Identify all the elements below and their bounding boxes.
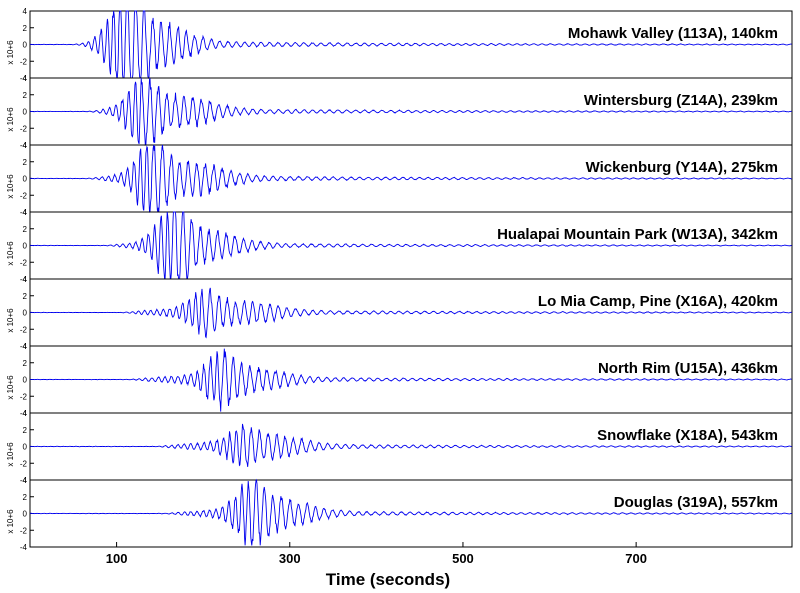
y-tick-label: 2 — [23, 493, 28, 502]
y-tick-label: -4 — [20, 141, 28, 150]
seismogram-trace — [30, 144, 792, 213]
y-tick-label: 0 — [23, 309, 28, 318]
x-tick-label: 100 — [106, 551, 128, 566]
y-tick-label: 0 — [23, 443, 28, 452]
y-unit-label: x 10+6 — [6, 308, 15, 333]
x-tick-label: 500 — [452, 551, 474, 566]
seismogram-trace — [29, 478, 792, 546]
seismogram-trace — [29, 287, 792, 339]
y-tick-label: -2 — [20, 124, 28, 133]
y-unit-label: x 10+6 — [6, 442, 15, 467]
x-tick-label: 700 — [625, 551, 647, 566]
y-unit-label: x 10+6 — [6, 375, 15, 400]
y-tick-label: 2 — [23, 292, 28, 301]
seismogram-trace — [29, 348, 792, 412]
y-tick-label: -4 — [20, 275, 28, 284]
y-tick-label: 0 — [23, 242, 28, 251]
station-label: Wintersburg (Z14A), 239km — [584, 92, 778, 109]
y-tick-label: 4 — [23, 476, 28, 485]
y-tick-label: -4 — [20, 543, 28, 552]
y-tick-label: 2 — [23, 426, 28, 435]
y-tick-label: 4 — [23, 275, 28, 284]
y-tick-label: 2 — [23, 91, 28, 100]
y-tick-label: -4 — [20, 409, 28, 418]
y-unit-label: x 10+6 — [6, 509, 15, 534]
y-tick-label: 2 — [23, 158, 28, 167]
y-tick-label: 0 — [23, 175, 28, 184]
y-tick-label: -2 — [20, 459, 28, 468]
y-tick-label: 0 — [23, 376, 28, 385]
y-tick-label: -2 — [20, 526, 28, 535]
y-tick-label: 4 — [23, 342, 28, 351]
y-tick-label: -2 — [20, 392, 28, 401]
y-tick-label: -2 — [20, 325, 28, 334]
seismogram-panel: 4 2 0 -2 -4 x 10+6 Wickenburg (Y14A), 275km — [6, 141, 793, 217]
x-axis: 100 300 500 700 — [106, 542, 647, 566]
x-tick-label: 300 — [279, 551, 301, 566]
y-tick-label: -4 — [20, 74, 28, 83]
y-tick-label: 4 — [23, 74, 28, 83]
seismogram-trace — [30, 211, 792, 280]
station-label: Wickenburg (Y14A), 275km — [586, 159, 778, 176]
station-label: Mohawk Valley (113A), 140km — [568, 25, 778, 42]
station-label: Hualapai Mountain Park (W13A), 342km — [497, 226, 778, 243]
station-label: North Rim (U15A), 436km — [598, 360, 778, 377]
y-tick-label: 4 — [23, 208, 28, 217]
y-unit-label: x 10+6 — [6, 107, 15, 132]
y-tick-label: 4 — [23, 7, 28, 16]
y-tick-label: -2 — [20, 191, 28, 200]
y-unit-label: x 10+6 — [6, 174, 15, 199]
seismogram-panel: 4 2 0 -2 -4 x 10+6 Wintersburg (Z14A), 239km — [6, 74, 793, 150]
seismogram-panel: 4 2 0 -2 -4 x 10+6 Snowflake (X18A), 543km — [6, 409, 793, 485]
y-unit-label: x 10+6 — [6, 40, 15, 65]
seismogram-panel: 4 2 0 -2 -4 x 10+6 Douglas (319A), 557km — [6, 476, 793, 552]
x-axis-label: Time (seconds) — [326, 570, 450, 589]
y-tick-label: -2 — [20, 258, 28, 267]
station-label: Douglas (319A), 557km — [614, 494, 778, 511]
station-label: Snowflake (X18A), 543km — [597, 427, 778, 444]
seismogram-panel: 4 2 0 -2 -4 x 10+6 North Rim (U15A), 436km — [6, 342, 793, 418]
y-tick-label: 2 — [23, 24, 28, 33]
y-tick-label: 4 — [23, 409, 28, 418]
seismogram-trace — [29, 77, 792, 147]
y-tick-label: 2 — [23, 225, 28, 234]
y-tick-label: 2 — [23, 359, 28, 368]
y-tick-label: 0 — [23, 41, 28, 50]
y-tick-label: 0 — [23, 108, 28, 117]
station-label: Lo Mia Camp, Pine (X16A), 420km — [538, 293, 778, 310]
y-tick-label: -4 — [20, 476, 28, 485]
y-tick-label: 4 — [23, 141, 28, 150]
y-unit-label: x 10+6 — [6, 241, 15, 266]
seismogram-panel: 4 2 0 -2 -4 x 10+6 Hualapai Mountain Park (W13… — [6, 208, 793, 284]
seismogram-trace — [30, 10, 792, 80]
seismogram-panel: 4 2 0 -2 -4 x 10+6 Mohawk Valley (113A), 140km — [6, 7, 793, 83]
panels-layer: 4 2 0 -2 -4 x 10+6 Mohawk Valley (113A), 140km… — [6, 7, 793, 552]
y-tick-label: -2 — [20, 57, 28, 66]
seismogram-trace — [29, 423, 792, 467]
y-tick-label: 0 — [23, 510, 28, 519]
y-tick-label: -4 — [20, 208, 28, 217]
y-tick-label: -4 — [20, 342, 28, 351]
seismogram-panel: 4 2 0 -2 -4 x 10+6 Lo Mia Camp, Pine (X16A), 4… — [6, 275, 793, 351]
